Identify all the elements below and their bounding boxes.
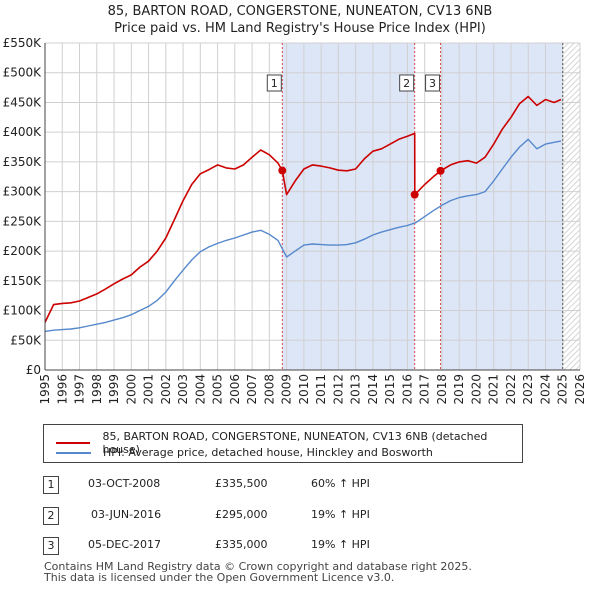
y-tick-label: £50K — [10, 333, 42, 347]
transaction-number: 3 — [43, 537, 59, 555]
x-tick-label: 2025 — [556, 374, 570, 405]
transaction-hpi: 19% ↑ HPI — [311, 508, 370, 521]
y-tick-label: £100K — [3, 304, 43, 318]
x-tick-label: 1995 — [38, 374, 52, 405]
x-tick-label: 2017 — [418, 374, 432, 405]
x-tick-label: 2008 — [262, 374, 276, 405]
x-tick-label: 2020 — [469, 374, 483, 405]
y-tick-label: £150K — [3, 274, 43, 288]
sale-point — [278, 166, 287, 175]
x-tick-label: 2010 — [297, 374, 311, 405]
y-tick-label: £550K — [3, 36, 43, 50]
x-tick-label: 2000 — [124, 374, 138, 405]
transaction-number: 1 — [43, 476, 59, 494]
x-tick-label: 2021 — [487, 374, 501, 405]
legend-swatch-property — [56, 442, 91, 444]
sale-marker: 3 — [425, 74, 441, 92]
footer-license: This data is licensed under the Open Gov… — [44, 571, 395, 584]
y-tick-label: £450K — [3, 95, 43, 109]
x-tick-label: 2011 — [314, 374, 328, 405]
chart-legend: 85, BARTON ROAD, CONGERSTONE, NUNEATON, … — [43, 424, 523, 463]
forecast-hatch — [562, 43, 580, 370]
x-tick-label: 2014 — [366, 374, 380, 405]
sale-marker: 1 — [266, 74, 282, 92]
transaction-date: 03-JUN-2016 — [91, 508, 162, 521]
property-price-line — [44, 95, 562, 323]
x-tick-label: 2009 — [280, 374, 294, 405]
y-tick-label: £200K — [3, 244, 43, 258]
transaction-hpi: 60% ↑ HPI — [311, 477, 370, 490]
transaction-price: £335,500 — [215, 477, 268, 490]
transaction-price: £335,000 — [215, 538, 268, 551]
legend-item-property: 85, BARTON ROAD, CONGERSTONE, NUNEATON, … — [56, 430, 522, 456]
x-tick-label: 2022 — [504, 374, 518, 405]
x-tick-label: 2016 — [400, 374, 414, 405]
y-tick-label: £500K — [3, 66, 43, 80]
x-tick-label: 2024 — [538, 374, 552, 405]
x-tick-label: 2001 — [142, 374, 156, 405]
x-tick-label: 2006 — [228, 374, 242, 405]
ownership-shade — [282, 43, 415, 370]
x-tick-label: 2023 — [521, 374, 535, 405]
sale-marker-label: 2 — [403, 77, 410, 90]
x-tick-label: 1999 — [107, 374, 121, 405]
x-tick-label: 2004 — [193, 374, 207, 405]
ownership-shade — [440, 43, 563, 370]
transaction-date: 03-OCT-2008 — [88, 477, 161, 490]
x-tick-label: 2012 — [331, 374, 345, 405]
transaction-date: 05-DEC-2017 — [88, 538, 162, 551]
y-tick-label: £0 — [26, 363, 41, 377]
x-tick-label: 2026 — [573, 374, 587, 405]
sale-marker-box — [266, 74, 282, 92]
x-tick-label: 1997 — [73, 374, 87, 405]
y-tick-label: £250K — [3, 214, 43, 228]
hpi-line — [44, 138, 562, 333]
sale-point — [436, 166, 445, 175]
footer-copyright: Contains HM Land Registry data © Crown c… — [44, 560, 472, 573]
y-tick-label: £350K — [3, 155, 43, 169]
legend-label-property: 85, BARTON ROAD, CONGERSTONE, NUNEATON, … — [102, 430, 488, 456]
x-tick-label: 2013 — [349, 374, 363, 405]
sale-marker-box — [425, 74, 441, 92]
x-tick-label: 2015 — [383, 374, 397, 405]
sale-marker: 2 — [399, 74, 415, 92]
legend-swatch-hpi — [56, 451, 91, 454]
x-tick-label: 2003 — [176, 374, 190, 405]
legend-item-hpi: HPI: Average price, detached house, Hinc… — [56, 446, 433, 459]
y-tick-label: £300K — [3, 185, 43, 199]
sale-marker-label: 1 — [271, 77, 278, 90]
sale-marker-label: 3 — [429, 77, 436, 90]
price-chart: 1 2 3 £0 £50K £100K £150K £200K £250K £300K £350K… — [3, 36, 587, 405]
sale-point — [410, 190, 419, 199]
x-tick-label: 2002 — [159, 374, 173, 405]
x-tick-label: 2019 — [452, 374, 466, 405]
sale-marker-box — [399, 74, 415, 92]
transaction-hpi: 19% ↑ HPI — [311, 538, 370, 551]
x-tick-label: 1996 — [55, 374, 69, 405]
x-tick-label: 1998 — [90, 374, 104, 405]
y-tick-label: £400K — [3, 125, 43, 139]
x-tick-label: 2018 — [435, 374, 449, 405]
x-tick-label: 2007 — [245, 374, 259, 405]
transaction-number: 2 — [43, 507, 59, 525]
chart-subtitle: Price paid vs. HM Land Registry's House … — [114, 21, 486, 36]
chart-title: 85, BARTON ROAD, CONGERSTONE, NUNEATON, … — [107, 4, 493, 19]
legend-label-hpi: HPI: Average price, detached house, Hinc… — [103, 446, 433, 459]
x-tick-label: 2005 — [211, 374, 225, 405]
transaction-price: £295,000 — [215, 508, 268, 521]
